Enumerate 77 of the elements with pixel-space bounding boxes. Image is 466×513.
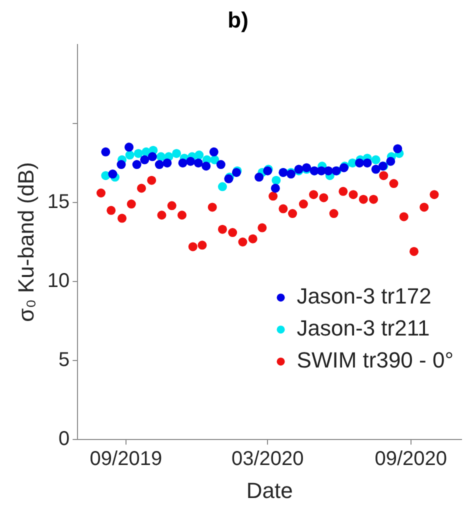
point (186, 156, 196, 166)
point (369, 194, 378, 204)
y-axis-title: σ₀ Ku-band (dB) (13, 162, 38, 322)
point (268, 192, 278, 201)
point (154, 160, 164, 170)
x-tick-label: 09/2019 (90, 448, 162, 470)
point (393, 144, 402, 154)
point (338, 186, 348, 196)
point (124, 142, 134, 152)
y-tick-label: 10 (47, 270, 70, 292)
point (389, 179, 398, 188)
point (194, 158, 203, 168)
point (132, 160, 142, 170)
point (194, 150, 204, 160)
point (355, 158, 364, 168)
point (96, 188, 106, 198)
point (116, 160, 126, 170)
point (218, 182, 227, 192)
point (209, 147, 218, 156)
point (371, 155, 380, 164)
point (125, 150, 134, 160)
point (147, 176, 156, 185)
point (118, 214, 127, 223)
point (270, 184, 280, 193)
point (177, 210, 186, 220)
x-axis-title: Date (246, 478, 293, 503)
point (248, 234, 258, 244)
point (254, 172, 264, 182)
point (288, 209, 298, 218)
point (371, 164, 380, 174)
point (162, 158, 172, 168)
point (198, 240, 207, 250)
point (358, 194, 368, 204)
point (228, 228, 238, 238)
point (108, 170, 118, 179)
y-tick-label: 5 (58, 349, 70, 372)
legend-label: SWIM tr390 - 0° (296, 348, 454, 373)
point (324, 166, 333, 176)
point (278, 204, 288, 214)
point (218, 224, 227, 234)
point (420, 202, 429, 212)
point (379, 171, 388, 180)
x-tick-label: 03/2020 (231, 448, 304, 470)
point (134, 148, 143, 158)
y-tick-label: 15 (47, 190, 70, 213)
point (298, 200, 308, 209)
point (362, 158, 372, 168)
point (430, 190, 439, 200)
point (157, 210, 166, 220)
point (410, 246, 419, 256)
point (348, 190, 358, 200)
point (258, 223, 267, 232)
point (208, 202, 217, 212)
y-tick-label: 0 (58, 428, 70, 450)
point (136, 184, 146, 193)
point (386, 156, 396, 166)
point (272, 176, 281, 185)
point (399, 212, 408, 222)
point (126, 200, 136, 209)
point (148, 152, 157, 162)
point (216, 160, 226, 170)
point (178, 158, 188, 168)
point (101, 147, 110, 156)
point (309, 190, 318, 200)
point (188, 242, 198, 252)
point (238, 238, 248, 246)
chart-title: b) (228, 7, 248, 32)
legend-label: Jason-3 tr172 (296, 284, 432, 309)
point (140, 155, 150, 164)
point (172, 148, 182, 158)
point (167, 201, 176, 210)
point (202, 162, 211, 171)
point (329, 209, 338, 218)
legend-label: Jason-3 tr211 (296, 316, 430, 341)
x-tick-label: 09/2020 (374, 448, 448, 470)
point (319, 193, 328, 202)
point (106, 206, 116, 215)
